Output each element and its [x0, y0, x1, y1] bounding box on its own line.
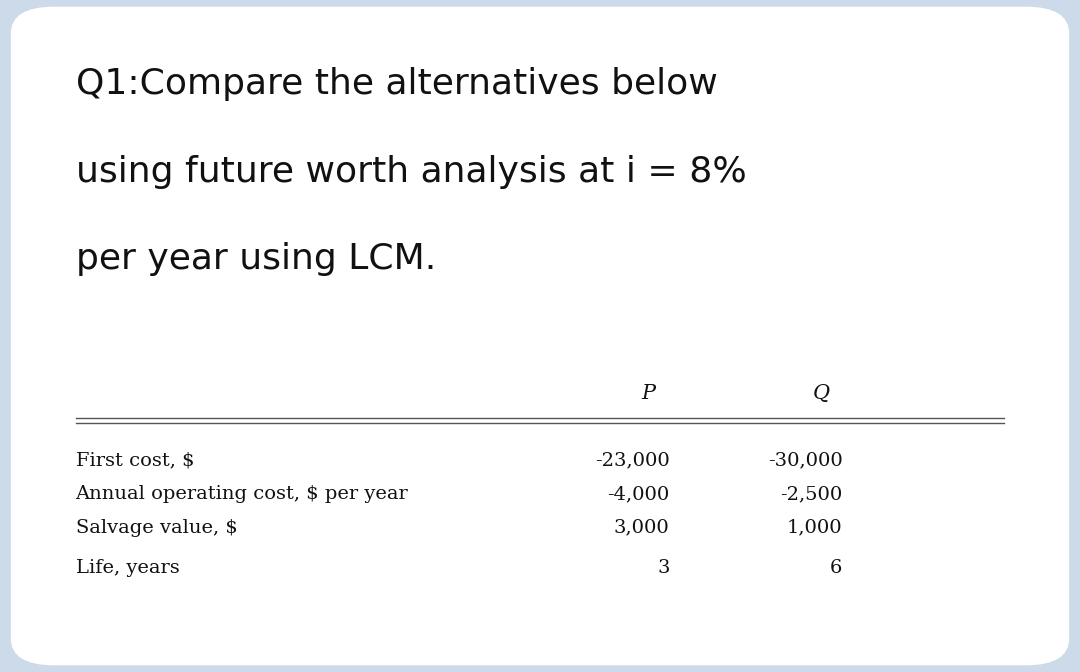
Text: per year using LCM.: per year using LCM.	[76, 242, 436, 276]
Text: Q: Q	[812, 384, 829, 403]
Text: -4,000: -4,000	[607, 485, 670, 503]
Text: P: P	[642, 384, 654, 403]
Text: Life, years: Life, years	[76, 559, 179, 577]
Text: Annual operating cost, $ per year: Annual operating cost, $ per year	[76, 485, 408, 503]
Text: -30,000: -30,000	[768, 452, 842, 469]
Text: First cost, $: First cost, $	[76, 452, 194, 469]
Text: 3,000: 3,000	[613, 519, 670, 536]
Text: using future worth analysis at i = 8%: using future worth analysis at i = 8%	[76, 155, 746, 189]
Text: 6: 6	[831, 559, 842, 577]
Text: -2,500: -2,500	[780, 485, 842, 503]
Text: -23,000: -23,000	[595, 452, 670, 469]
Text: Salvage value, $: Salvage value, $	[76, 519, 238, 536]
Text: 1,000: 1,000	[786, 519, 842, 536]
Text: 3: 3	[657, 559, 670, 577]
Text: Q1:Compare the alternatives below: Q1:Compare the alternatives below	[76, 67, 717, 101]
